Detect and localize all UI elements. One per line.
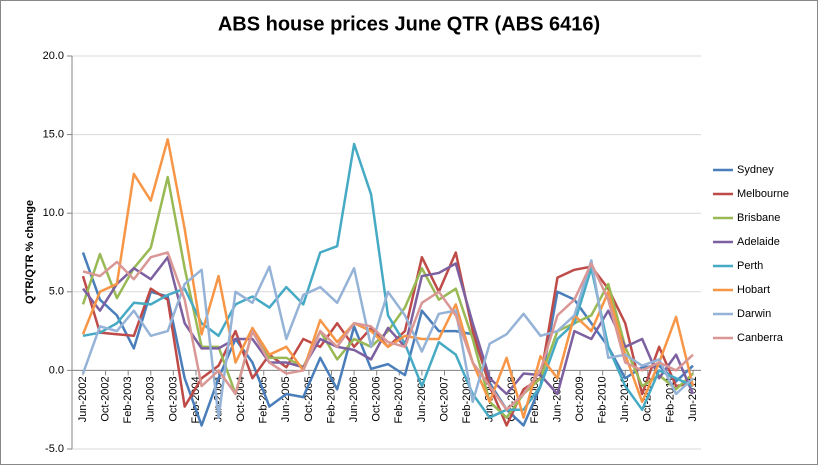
series-line xyxy=(82,142,694,419)
x-tick-label: Oct-2003 xyxy=(167,376,179,421)
x-tick-label: Feb-2006 xyxy=(325,376,337,423)
x-tick-label: Jun-2002 xyxy=(77,376,89,422)
legend-label: Adelaide xyxy=(737,236,780,248)
legend-label: Hobart xyxy=(737,284,770,296)
y-tick-label: 5.0 xyxy=(49,286,64,298)
x-tick-label: Feb-2003 xyxy=(122,376,134,423)
x-tick-label: Oct-2006 xyxy=(371,376,383,421)
series-line xyxy=(82,251,694,411)
legend-label: Darwin xyxy=(737,308,771,320)
legend-label: Canberra xyxy=(737,332,784,344)
x-tick-label: Jun-2005 xyxy=(280,376,292,422)
x-tick-label: Jun-2003 xyxy=(145,376,157,422)
legend-label: Perth xyxy=(737,260,763,272)
x-tick-label: Oct-2004 xyxy=(235,376,247,421)
series-line xyxy=(81,175,694,419)
y-tick-label: 10.0 xyxy=(43,207,64,219)
y-tick-label: -5.0 xyxy=(45,443,64,455)
legend-label: Brisbane xyxy=(737,212,780,224)
x-tick-label: Oct-2002 xyxy=(99,376,111,421)
legend-label: Sydney xyxy=(737,164,774,176)
x-tick-label: Jun-2007 xyxy=(416,376,428,422)
series-line xyxy=(81,138,695,419)
chart-title: ABS house prices June QTR (ABS 6416) xyxy=(218,13,600,35)
x-tick-label: Feb-2005 xyxy=(258,376,270,423)
x-tick-label: Jun-2006 xyxy=(348,376,360,422)
y-axis-title: QTR/QTR % change xyxy=(24,200,36,304)
legend-label: Melbourne xyxy=(737,188,789,200)
y-tick-label: 0.0 xyxy=(49,364,64,376)
series-line xyxy=(81,252,694,427)
x-tick-label: Feb-2010 xyxy=(597,376,609,423)
x-tick-label: Feb-2004 xyxy=(190,376,202,423)
y-tick-label: 15.0 xyxy=(43,129,64,141)
series-line xyxy=(81,259,694,419)
x-tick-label: Feb-2007 xyxy=(393,376,405,423)
y-tick-label: 20.0 xyxy=(43,50,64,62)
x-tick-label: Oct-2009 xyxy=(574,376,586,421)
x-tick-label: Oct-2005 xyxy=(303,376,315,421)
x-tick-label: Oct-2007 xyxy=(438,376,450,421)
series-line xyxy=(82,255,695,396)
x-tick-label: Jun-2010 xyxy=(619,376,631,422)
